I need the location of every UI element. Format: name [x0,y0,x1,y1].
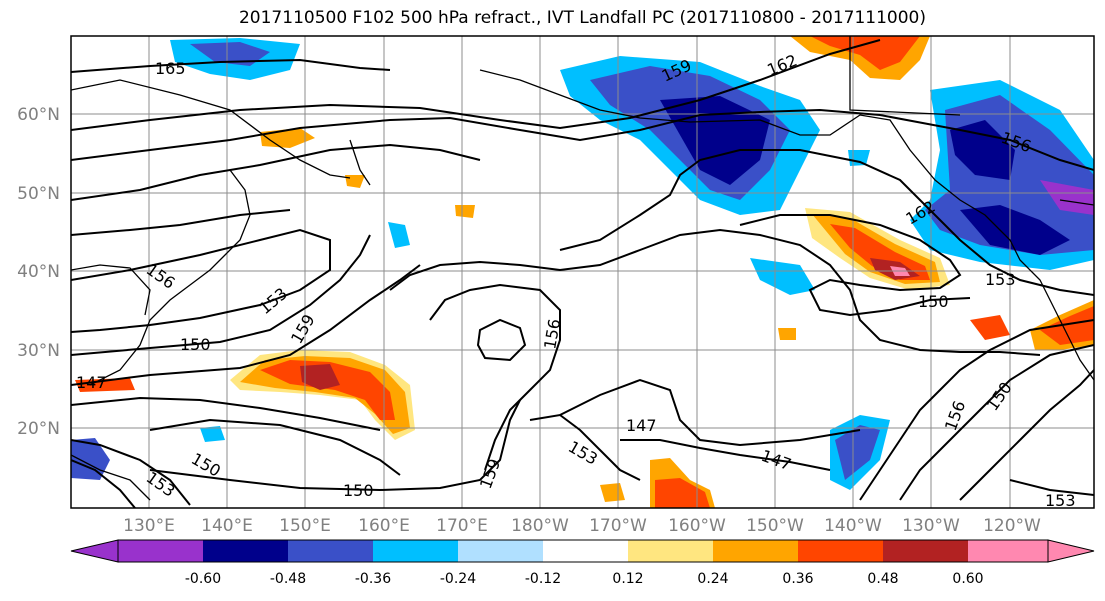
colorbar-segment [798,540,883,562]
shade-negative-region [200,426,225,442]
colorbar-segment [458,540,543,562]
colorbar-segment [628,540,713,562]
colorbar-segment [373,540,458,562]
contour-label: 150 [918,292,949,311]
shade-negative-region [190,42,270,66]
colorbar-under-extension [70,539,119,563]
colorbar-segment [883,540,968,562]
lon-label: 130°E [123,516,175,536]
colorbar-tick-label: -0.12 [525,571,561,587]
lon-label: 160°E [358,516,410,536]
shade-positive-region [655,478,710,508]
lat-label: 20°N [17,419,60,439]
shade-positive-region [345,175,365,188]
shade-positive-region [75,378,135,392]
lon-label: 180°W [511,516,569,536]
colorbar-segment [713,540,798,562]
colorbar: -0.60 -0.48 -0.36 -0.24 -0.12 0.12 0.24 … [70,539,1095,587]
shade-negative-region [388,222,410,248]
lat-label: 60°N [17,105,60,125]
lon-label: 170°E [436,516,488,536]
colorbar-over-extension [1047,539,1095,563]
lon-axis: 130°E 140°E 150°E 160°E 170°E 180°W 170°… [123,516,1041,536]
colorbar-segment [288,540,373,562]
shade-negative-region [1040,180,1094,215]
lon-label: 150°E [279,516,331,536]
contour-lines [71,39,1094,508]
shade-positive-region [778,328,796,340]
shade-negative-region [835,425,880,480]
lat-axis: 20°N 30°N 40°N 50°N 60°N [17,105,60,439]
lon-label: 140°E [201,516,253,536]
contour-label: 150 [180,335,211,354]
contour-label: 147 [76,373,107,392]
shade-positive-region [970,315,1010,340]
shade-negative-region [750,258,815,295]
colorbar-frame [117,539,1049,563]
coastlines [71,36,1094,501]
figure-title: 2017110500 F102 500 hPa refract., IVT La… [238,8,926,28]
lon-label: 150°W [746,516,804,536]
lon-label: 170°W [589,516,647,536]
colorbar-segment [203,540,288,562]
lon-label: 120°W [983,516,1041,536]
map-border [70,35,1095,509]
lat-label: 30°N [17,341,60,361]
colorbar-tick-label: 0.60 [952,571,983,587]
lon-label: 160°W [668,516,726,536]
shade-positive-region [810,36,920,70]
colorbar-tick-label: -0.60 [185,571,221,587]
colorbar-tick-label: 0.24 [697,571,728,587]
colorbar-segment [118,540,203,562]
colorbar-tick-label: -0.48 [270,571,306,587]
contour-label: 147 [626,416,657,435]
colorbar-tick-label: 0.36 [782,571,813,587]
colorbar-tick-label: 0.12 [612,571,643,587]
colorbar-tick-label: 0.48 [867,571,898,587]
contour-label: 153 [985,270,1016,289]
colorbar-segment [968,540,1048,562]
colorbar-tick-label: -0.24 [440,571,476,587]
shade-positive-region [260,360,395,420]
lon-label: 140°W [824,516,882,536]
shade-positive-region [455,205,475,218]
shade-positive-region [300,364,340,390]
lat-label: 50°N [17,184,60,204]
colorbar-tick-label: -0.36 [355,571,391,587]
shade-positive-region [1040,306,1094,345]
contour-label: 165 [155,59,186,78]
lat-label: 40°N [17,262,60,282]
contour-label: 150 [343,481,374,500]
shade-positive-region [600,483,625,502]
lon-label: 130°W [902,516,960,536]
colorbar-segment [543,540,628,562]
contour-label: 153 [1045,491,1076,510]
shade-negative-region [950,120,1015,180]
